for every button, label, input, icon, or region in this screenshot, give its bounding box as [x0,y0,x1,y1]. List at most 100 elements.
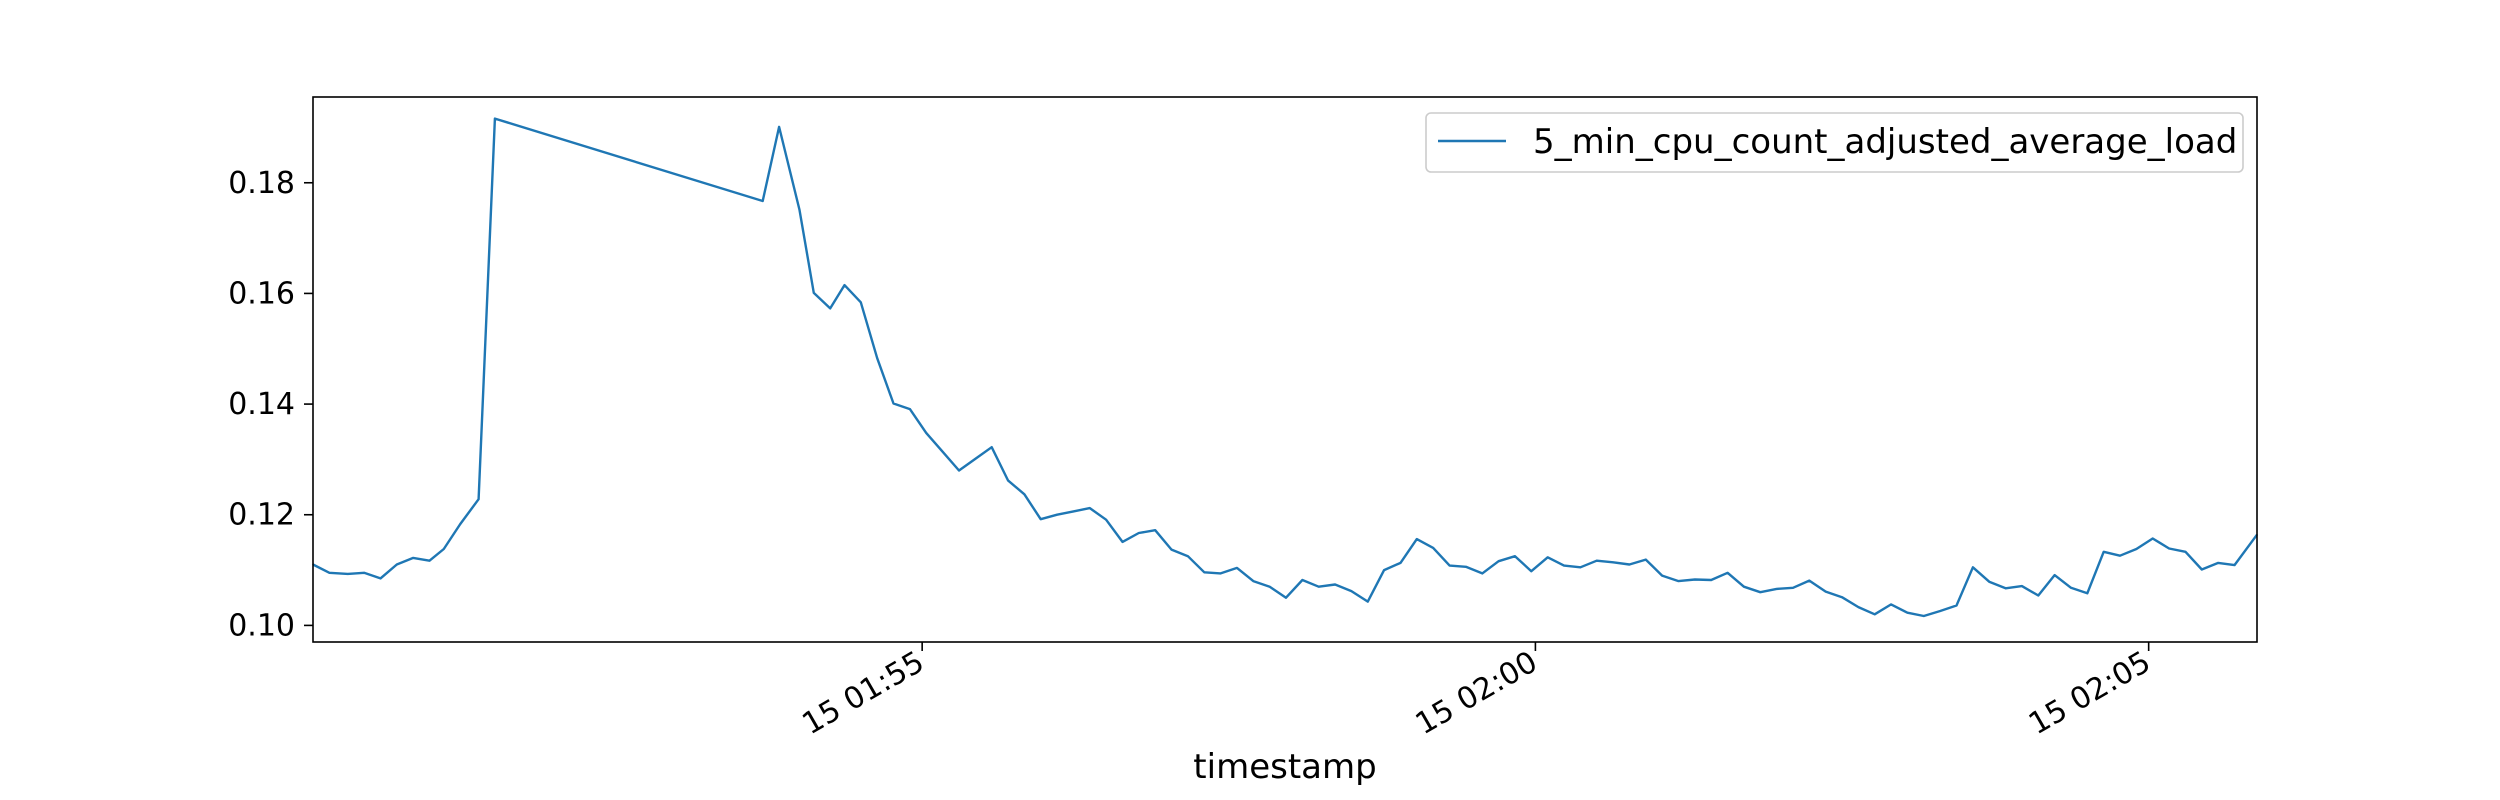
legend-label: 5_min_cpu_count_adjusted_average_load [1533,122,2237,162]
data-point [2168,547,2170,550]
data-point [1873,613,1876,616]
data-point [1514,555,1516,557]
data-point [363,572,365,574]
data-point [2037,594,2040,597]
data-point [2201,568,2203,571]
data-point [761,200,764,202]
data-point [477,498,480,501]
data-point [396,563,398,566]
data-point [1367,600,1369,603]
data-point [1955,604,1958,607]
data-point [1890,603,1892,606]
data-point [1792,587,1794,589]
data-point [1988,580,1990,583]
data-point [1350,590,1353,592]
data-point [990,446,993,449]
data-point [876,357,878,360]
y-tick-label: 0.12 [228,498,295,533]
data-point [1906,611,1909,614]
data-point [1448,564,1451,567]
data-point [1399,562,1402,564]
series-line [312,117,2258,618]
data-point [860,301,862,304]
data-point [1563,564,1565,567]
data-point [1497,560,1500,562]
data-point [1187,555,1189,557]
data-point [1661,574,1663,577]
data-point [1252,580,1255,582]
data-point [1939,610,1941,612]
data-point [798,209,801,211]
data-point [412,557,415,559]
data-point [2135,548,2138,550]
legend-box [1425,112,2244,173]
data-point [1236,567,1238,569]
data-point [1072,510,1075,513]
data-point [1154,529,1156,531]
data-point [428,559,431,562]
y-tick-label: 0.18 [228,166,295,201]
legend: 5_min_cpu_count_adjusted_average_load [1425,112,2244,173]
data-point [1383,569,1385,571]
data-point [1039,518,1042,520]
data-point [1334,583,1336,586]
data-point [1628,563,1631,566]
data-point [813,292,815,294]
data-point [1824,590,1827,593]
data-point [379,577,382,580]
data-point [1808,579,1811,582]
data-point [2119,554,2121,557]
data-point [974,458,977,460]
data-point [1775,588,1778,590]
plot-area [312,117,2258,618]
data-point [347,573,349,575]
data-point [1219,572,1222,575]
plot-frame [312,96,2258,643]
y-tick-label: 0.14 [228,387,295,422]
data-point [1285,596,1287,599]
data-point [1268,585,1271,588]
data-point [1317,585,1320,588]
y-tick-label: 0.16 [228,276,295,311]
y-axis: 0.10 0.12 0.14 0.16 0.18 [228,166,313,643]
data-point [1023,493,1026,496]
data-point [2151,537,2154,540]
data-point [1432,547,1434,549]
data-point [459,523,462,525]
data-point [1056,513,1058,516]
data-point [1138,532,1140,534]
data-point [1301,579,1304,581]
data-point [2217,562,2219,564]
data-point [1007,479,1009,482]
y-tick-label: 0.10 [228,608,295,643]
data-point [1710,579,1712,581]
data-point [1677,580,1680,582]
data-point [778,126,780,128]
data-point [1089,507,1091,509]
data-point [1416,538,1418,540]
data-point [1841,596,1843,598]
data-point [2233,564,2236,566]
data-point [1743,585,1745,588]
data-point [1857,606,1860,608]
data-point [2021,585,2023,587]
data-point [2070,587,2072,589]
data-point [2184,551,2187,553]
data-point [1612,561,1614,564]
data-point [1465,566,1467,568]
data-point [925,432,927,434]
data-point [909,408,911,410]
data-point [1972,566,1974,569]
data-point [2053,574,2056,576]
data-point [1546,556,1549,559]
data-point [1645,558,1647,561]
data-point [1759,591,1762,593]
data-point [1481,572,1484,575]
data-point [1203,571,1206,574]
data-point [892,402,895,405]
x-axis-label: timestamp [1193,747,1376,787]
data-point [1726,572,1729,574]
data-point [1694,578,1696,581]
data-point [1579,566,1582,569]
